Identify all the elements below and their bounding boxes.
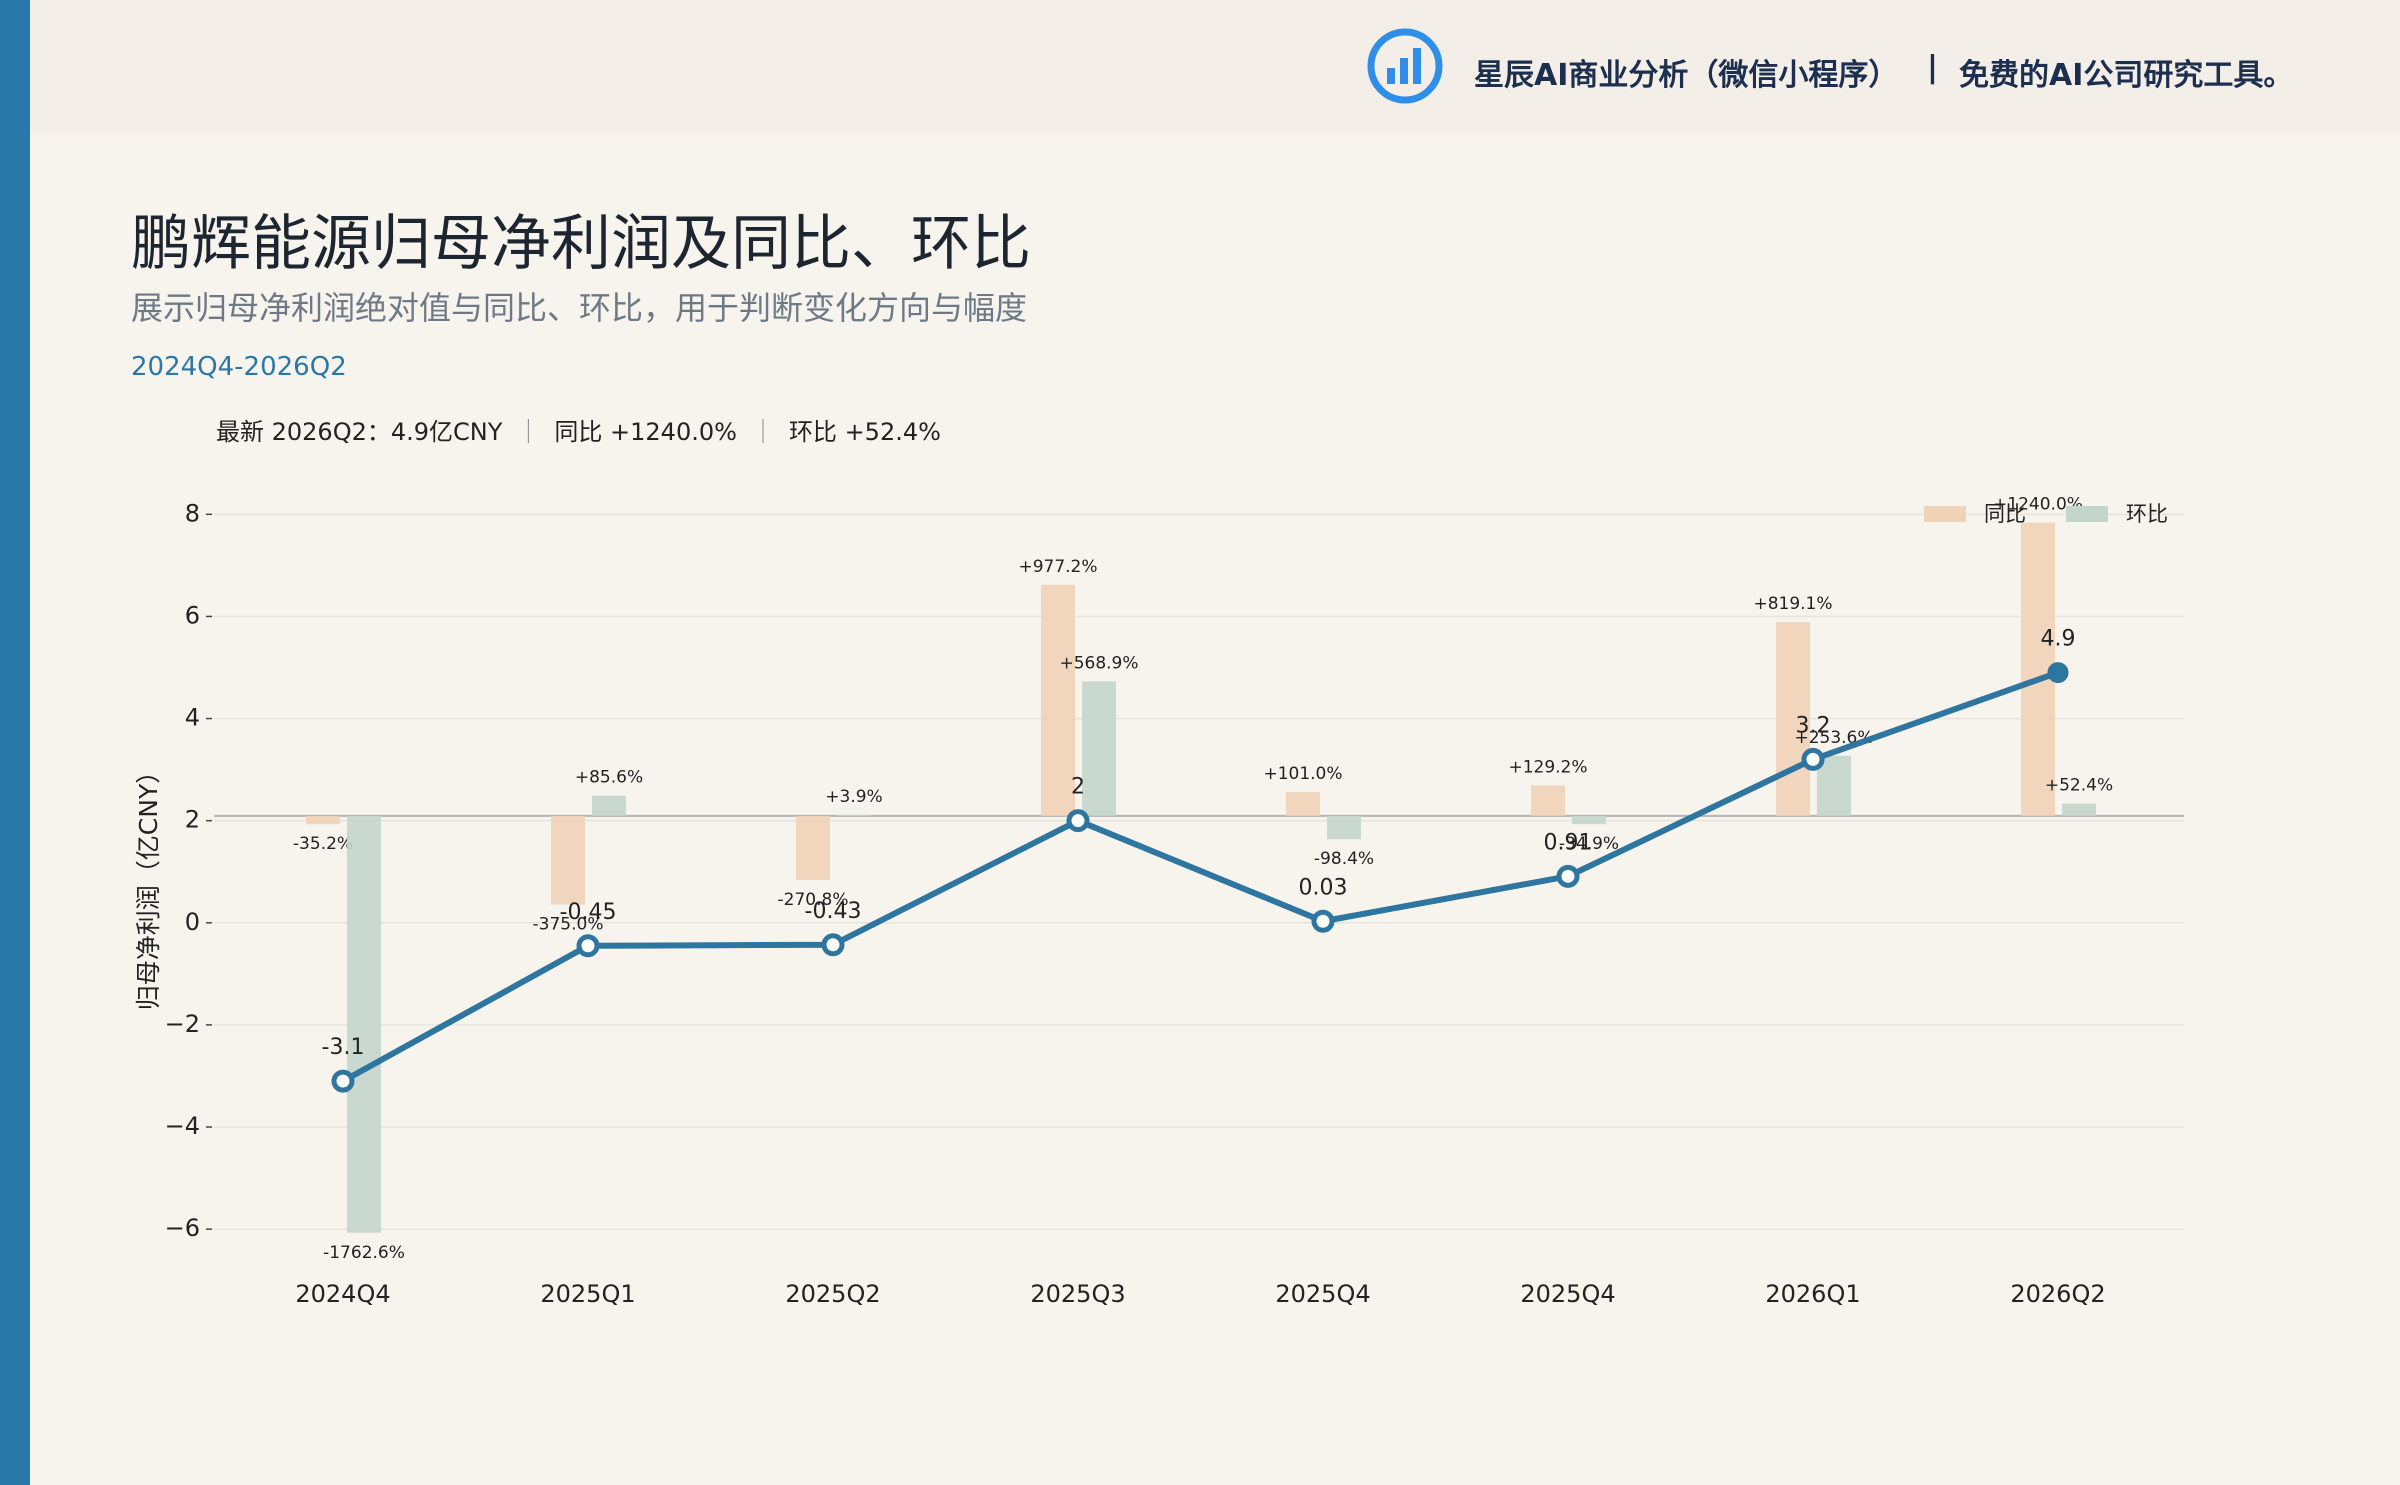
legend-swatch [1924, 506, 1966, 522]
y-tick-label: −2 [165, 1010, 200, 1038]
point [1801, 747, 1825, 771]
bar [1572, 815, 1606, 825]
legend-label: 同比 [1984, 502, 2026, 526]
y-tick-label: −6 [165, 1214, 200, 1242]
header: 星辰AI商业分析（微信小程序） | 免费的AI公司研究工具。 [30, 0, 2400, 135]
y-axis-label: 归母净利润（亿CNY） [134, 759, 163, 1010]
logo [1367, 28, 1443, 104]
period: 2024Q4-2026Q2 [131, 352, 347, 382]
tagline: 免费的AI公司研究工具。 [1959, 58, 2294, 93]
bar-value-label: -34.9% [1559, 834, 1619, 854]
point [331, 1069, 355, 1093]
point [1066, 809, 1090, 833]
bar-value-label: +101.0% [1263, 764, 1342, 784]
bar [347, 815, 381, 1233]
point [576, 934, 600, 958]
point [2047, 662, 2069, 684]
bar [1817, 755, 1851, 816]
legend-swatch [2066, 506, 2108, 522]
point-label: 4.9 [2041, 627, 2076, 652]
y-tick-label: 4 [185, 704, 200, 732]
bar-value-label: +85.6% [575, 768, 643, 788]
bar-value-label: -98.4% [1314, 849, 1374, 869]
bar-value-label: -1762.6% [323, 1243, 405, 1263]
bar-value-label: +129.2% [1508, 757, 1587, 777]
side-strip [0, 0, 30, 1485]
x-tick-label: 2026Q2 [2010, 1280, 2105, 1308]
x-tick-label: 2025Q4 [1275, 1280, 1370, 1308]
bar [1041, 584, 1075, 816]
summary-separator: ｜ [516, 418, 541, 446]
bar-value-label: -35.2% [293, 834, 353, 854]
point-label: -0.43 [805, 899, 862, 924]
bar [1776, 622, 1810, 816]
bar-value-label: +977.2% [1018, 557, 1097, 577]
x-tick-label: 2025Q2 [785, 1280, 880, 1308]
bar-value-label: +568.9% [1059, 653, 1138, 673]
separator: | [1927, 50, 1938, 85]
summary-separator: ｜ [750, 418, 775, 446]
x-tick-label: 2024Q4 [295, 1280, 390, 1308]
bar-value-label: -270.8% [778, 890, 849, 910]
y-tick-label: 2 [185, 806, 200, 834]
brand: 星辰AI商业分析（微信小程序） [1474, 58, 1899, 93]
point [1556, 864, 1580, 888]
bar-value-label: +819.1% [1753, 594, 1832, 614]
y-tick-label: 8 [185, 499, 200, 527]
bar [2062, 803, 2096, 816]
subtitle: 展示归母净利润绝对值与同比、环比，用于判断变化方向与幅度 [131, 289, 1028, 327]
x-tick-label: 2025Q3 [1030, 1280, 1125, 1308]
x-tick-label: 2025Q1 [540, 1280, 635, 1308]
line [341, 669, 2060, 1084]
bar-value-label: +3.9% [825, 787, 882, 807]
point-label: -3.1 [322, 1035, 365, 1060]
bar [796, 815, 830, 880]
bar [1082, 681, 1116, 816]
chart-title: 鹏辉能源归母净利润及同比、环比 [131, 209, 1031, 279]
bar [551, 815, 585, 905]
bar-value-label: +1240.0% [1993, 495, 2083, 515]
bar [306, 815, 340, 825]
point-label: 0.03 [1299, 875, 1348, 900]
point [1311, 909, 1335, 933]
bar-value-label: -375.0% [533, 915, 604, 935]
point-label: 0.91 [1544, 830, 1593, 855]
summary-item: 同比 +1240.0% [554, 418, 737, 446]
bar [837, 814, 871, 816]
point-label: -0.45 [560, 900, 617, 925]
y-tick-label: −4 [165, 1112, 200, 1140]
bar [1286, 792, 1320, 816]
summary: 最新 2026Q2：4.9亿CNY ｜ 同比 +1240.0% ｜ 环比 +52.4% [216, 412, 941, 447]
summary-item: 最新 2026Q2：4.9亿CNY [216, 418, 503, 446]
point-label: 3.2 [1796, 713, 1831, 738]
x-tick-label: 2026Q1 [1765, 1280, 1860, 1308]
bar-value-label: +52.4% [2045, 776, 2113, 796]
summary-item: 环比 +52.4% [788, 418, 941, 446]
point [821, 933, 845, 957]
y-tick-label: 0 [185, 908, 200, 936]
point-label: 2 [1071, 775, 1085, 800]
x-tick-label: 2025Q4 [1520, 1280, 1615, 1308]
bar [1531, 785, 1565, 816]
legend-label: 环比 [2126, 502, 2168, 526]
bar [592, 795, 626, 816]
bar [1327, 815, 1361, 840]
y-tick-label: 6 [185, 601, 200, 629]
